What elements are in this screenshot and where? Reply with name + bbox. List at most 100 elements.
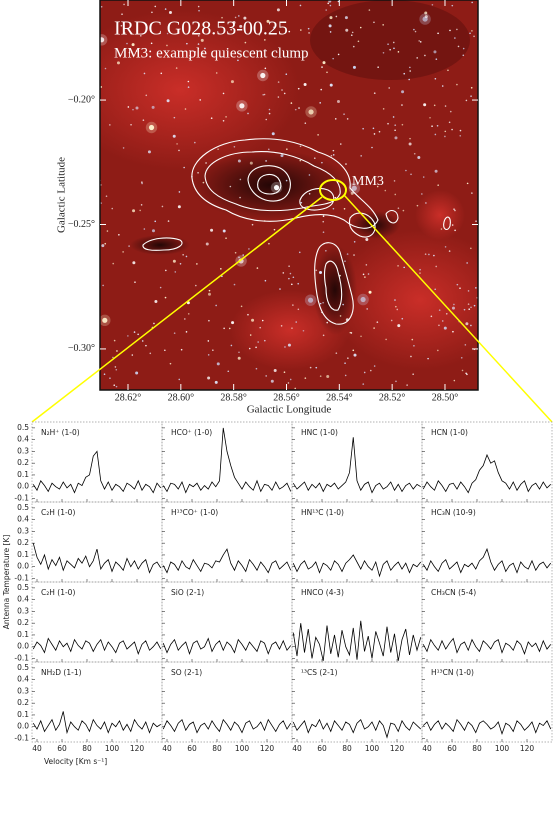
- star: [229, 185, 232, 188]
- star: [452, 330, 454, 333]
- star: [285, 73, 288, 76]
- panel-label: SO (2-1): [171, 668, 202, 677]
- y-tick-label: 0.3: [17, 446, 29, 455]
- y-tick-label: 0.3: [17, 526, 29, 535]
- star: [279, 288, 281, 290]
- star: [178, 191, 181, 193]
- star: [207, 340, 210, 342]
- star: [228, 327, 231, 330]
- x-tick-label: 100: [365, 744, 380, 753]
- star: [100, 37, 105, 43]
- star-field: [100, 0, 478, 390]
- star: [401, 90, 405, 94]
- star: [280, 154, 284, 158]
- star: [382, 24, 384, 26]
- star: [173, 332, 176, 334]
- star: [194, 51, 197, 53]
- star: [222, 119, 225, 122]
- star: [233, 283, 236, 286]
- star: [172, 134, 176, 138]
- image-title: IRDC G028.53-00.25: [114, 18, 288, 40]
- star: [297, 87, 300, 90]
- star: [115, 368, 118, 371]
- star: [225, 237, 227, 240]
- star: [464, 344, 467, 346]
- star: [359, 26, 362, 29]
- star: [134, 281, 136, 283]
- star: [322, 61, 326, 65]
- star: [297, 282, 300, 285]
- star: [271, 132, 275, 136]
- image-subtitle: MM3: example quiescent clump: [114, 45, 309, 61]
- y-tick-label: 0.1: [17, 470, 29, 479]
- spectrum-line: [292, 620, 422, 661]
- star: [223, 327, 225, 330]
- spectrum-line: [422, 453, 552, 494]
- panel-label: HC₃N (10-9): [431, 508, 476, 517]
- star: [286, 148, 288, 150]
- star: [467, 303, 470, 305]
- star: [113, 384, 116, 387]
- star: [198, 9, 200, 12]
- y-axis-label: Galactic Latitude: [56, 157, 68, 233]
- star: [172, 259, 176, 263]
- star: [456, 83, 458, 86]
- y-tick-label: 0.3: [17, 686, 29, 695]
- x-tick-label: 60: [317, 744, 327, 753]
- star: [103, 373, 106, 375]
- x-axis-label: Galactic Longitude: [247, 404, 332, 416]
- star: [319, 271, 323, 275]
- star: [360, 296, 366, 303]
- star: [434, 133, 437, 136]
- y-tick-label: 0.1: [17, 550, 29, 559]
- star: [298, 54, 301, 57]
- star: [412, 373, 414, 376]
- star: [433, 50, 437, 54]
- spectrum-line: [162, 637, 292, 656]
- star: [237, 59, 239, 62]
- star: [329, 31, 332, 33]
- star: [466, 262, 468, 264]
- star: [189, 54, 191, 57]
- y-tick-label: 0.0: [17, 562, 29, 571]
- star: [185, 255, 188, 258]
- star: [459, 134, 462, 137]
- star: [291, 283, 293, 286]
- star: [444, 130, 447, 133]
- star: [239, 178, 242, 181]
- star: [447, 69, 449, 72]
- panel-label: C₂H (1-0): [41, 588, 75, 597]
- star: [220, 268, 222, 270]
- star: [431, 3, 434, 6]
- star: [238, 351, 240, 354]
- star: [102, 284, 104, 287]
- star: [197, 35, 200, 37]
- star: [347, 357, 349, 359]
- star: [396, 308, 399, 311]
- star: [248, 248, 250, 250]
- star: [121, 13, 123, 15]
- star: [308, 174, 311, 176]
- star: [225, 116, 227, 118]
- x-axis-label: Velocity [Km s⁻¹]: [44, 757, 107, 766]
- star: [180, 348, 183, 351]
- y-tick-label: 0.3: [17, 606, 29, 615]
- star: [427, 357, 429, 360]
- star: [471, 30, 473, 32]
- mm3-marker: [319, 179, 347, 201]
- star: [239, 196, 241, 199]
- star: [114, 366, 117, 368]
- spectrum-line: [32, 711, 161, 735]
- star: [392, 116, 395, 118]
- star: [409, 66, 411, 69]
- star: [221, 16, 223, 19]
- star: [471, 192, 473, 194]
- star: [394, 129, 396, 132]
- star: [173, 116, 176, 119]
- star: [244, 41, 247, 44]
- star: [135, 371, 139, 375]
- x-tick-label: 28.50°: [432, 392, 459, 403]
- star: [187, 86, 190, 88]
- star: [438, 324, 440, 327]
- zoom-line: [31, 196, 323, 423]
